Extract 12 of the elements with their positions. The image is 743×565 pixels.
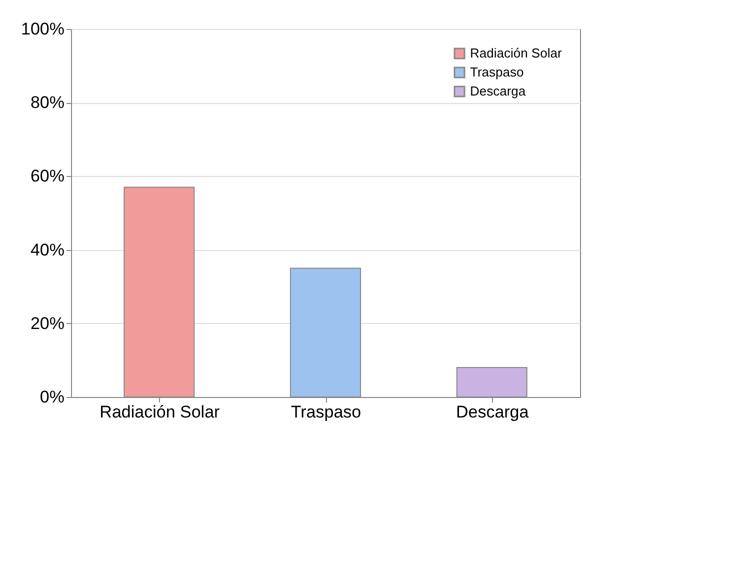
legend-label: Radiación Solar: [470, 46, 562, 60]
y-tick-label: 20%: [30, 314, 64, 333]
y-tick-label: 100%: [21, 20, 64, 38]
x-tick-label: Traspaso: [290, 402, 362, 422]
y-tick-label: 40%: [30, 240, 64, 260]
y-tick-label: 80%: [30, 93, 64, 112]
legend-label: Traspaso: [470, 64, 524, 80]
y-tick-label: 60%: [30, 166, 64, 186]
legend-label: Descarga: [470, 84, 526, 98]
x-tick-label: Descarga: [456, 402, 530, 422]
y-tick-label: 0%: [40, 388, 64, 406]
x-tick-label: Radiación Solar: [100, 402, 220, 422]
